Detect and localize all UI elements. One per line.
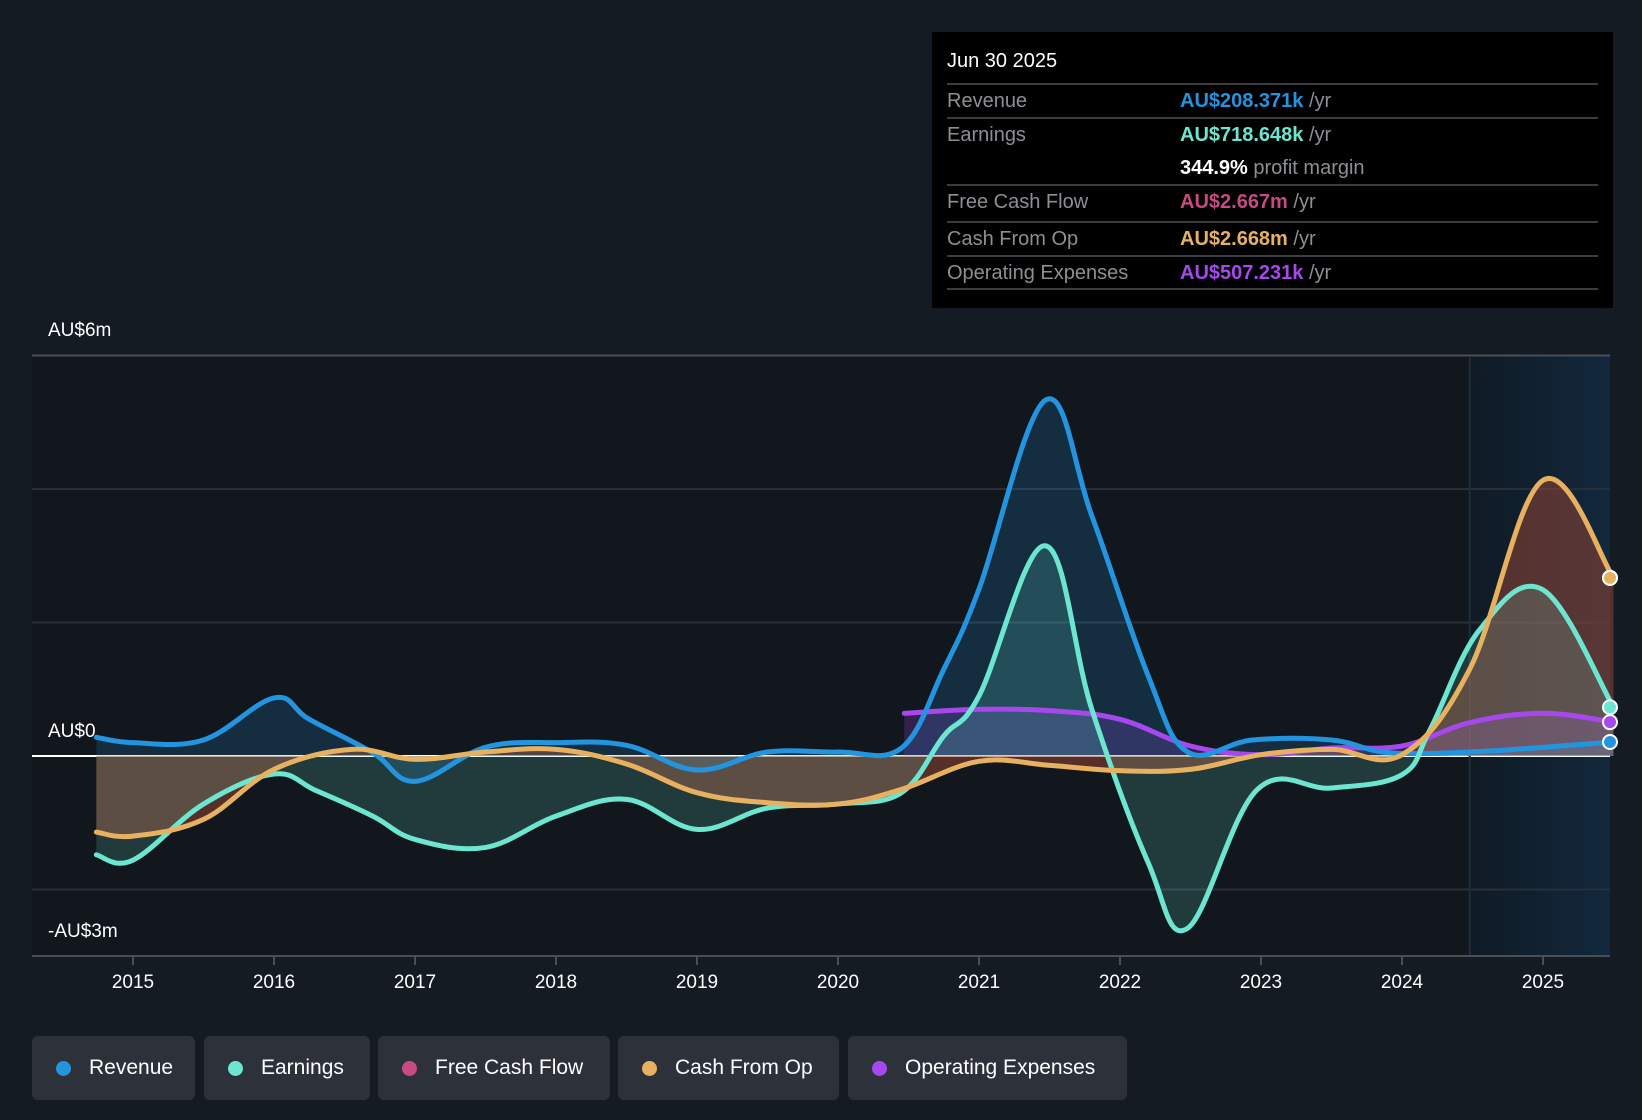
x-tick-label: 2016: [252, 972, 296, 993]
legend-label: Revenue: [89, 1056, 174, 1079]
tooltip-label: Free Cash Flow: [947, 191, 1089, 213]
x-tick-label: 2018: [534, 972, 578, 993]
x-tick-label: 2015: [111, 972, 155, 993]
legend-dot-icon: [402, 1060, 417, 1076]
legend-item-earnings[interactable]: Earnings: [204, 1036, 370, 1100]
cash-from-op-line: [93, 476, 1616, 840]
cash-from-op-end-marker: [1602, 569, 1618, 586]
legend-label: Operating Expenses: [905, 1056, 1096, 1079]
x-tick-label: 2017: [393, 972, 437, 993]
operating-expenses-end-marker: [1602, 714, 1618, 731]
y-tick-label-top: AU$6m: [48, 320, 112, 341]
tooltip-row-cfo: Cash From Op AU$2.668m /yr: [947, 221, 1598, 257]
tooltip-label: Revenue: [947, 90, 1028, 112]
x-tick-label: 2024: [1380, 972, 1424, 993]
tooltip-label: Cash From Op: [947, 228, 1079, 250]
revenue-line: [93, 396, 1616, 784]
tooltip: Jun 30 2025 Revenue AU$208.371k /yr Earn…: [932, 32, 1613, 308]
legend-label: Earnings: [261, 1056, 344, 1079]
legend-dot-icon: [228, 1060, 243, 1076]
legend-label: Free Cash Flow: [435, 1056, 584, 1079]
tooltip-row-fcf: Free Cash Flow AU$2.667m /yr: [947, 184, 1598, 220]
operating-expenses-area: [904, 709, 1614, 756]
legend-dot-icon: [872, 1060, 887, 1076]
tooltip-label: Operating Expenses: [947, 262, 1129, 284]
revenue-area: [96, 398, 1614, 782]
y-tick-label-bottom: -AU$3m: [48, 921, 118, 942]
cash-from-op-area: [96, 478, 1614, 837]
earnings-line: [93, 543, 1616, 934]
tooltip-value: AU$208.371k /yr: [1180, 90, 1332, 112]
tooltip-row-revenue: Revenue AU$208.371k /yr: [947, 83, 1598, 119]
tooltip-date: Jun 30 2025: [947, 50, 1058, 72]
legend-item-revenue[interactable]: Revenue: [32, 1036, 195, 1100]
x-tick-label: 2021: [957, 972, 1001, 993]
legend-dot-icon: [56, 1060, 71, 1076]
x-tick-label: 2022: [1098, 972, 1142, 993]
x-tick-label: 2023: [1239, 972, 1283, 993]
tooltip-value: AU$718.648k /yr: [1180, 124, 1332, 146]
tooltip-value: AU$2.668m /yr: [1180, 228, 1316, 250]
plot-background: [32, 356, 1610, 956]
tooltip-row-opex: Operating Expenses AU$507.231k /yr: [947, 255, 1598, 291]
tooltip-value: AU$2.667m /yr: [1180, 191, 1316, 213]
earnings-area: [96, 545, 1614, 931]
tooltip-divider: [947, 288, 1598, 290]
free-cash-flow-area: [96, 479, 1614, 837]
tooltip-profit-margin: 344.9% profit margin: [1180, 157, 1365, 179]
legend-label: Cash From Op: [675, 1056, 813, 1079]
x-tick-label: 2025: [1521, 972, 1565, 993]
x-tick-label: 2019: [675, 972, 719, 993]
legend-item-free-cash-flow[interactable]: Free Cash Flow: [378, 1036, 610, 1100]
y-tick-label-zero: AU$0: [48, 721, 96, 742]
legend-item-operating-expenses[interactable]: Operating Expenses: [848, 1036, 1127, 1100]
revenue-end-marker: [1602, 733, 1618, 750]
legend-item-cash-from-op[interactable]: Cash From Op: [618, 1036, 839, 1100]
tooltip-value: AU$507.231k /yr: [1180, 262, 1332, 284]
earnings-end-marker: [1602, 699, 1618, 716]
tooltip-row-earnings: Earnings AU$718.648k /yr 344.9% profit m…: [947, 117, 1598, 185]
legend-dot-icon: [642, 1060, 657, 1076]
x-tick-label: 2020: [816, 972, 860, 993]
tooltip-label: Earnings: [947, 124, 1026, 146]
